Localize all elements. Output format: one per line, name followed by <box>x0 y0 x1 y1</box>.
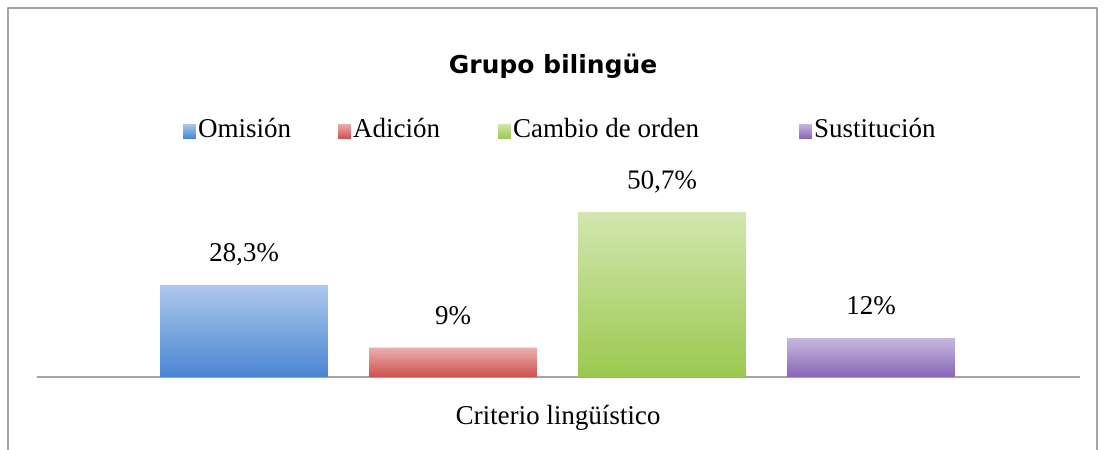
legend-swatch-shine <box>498 124 511 139</box>
bar-shine <box>787 338 955 377</box>
bar-shine <box>369 347 537 377</box>
value-label: 12% <box>846 290 896 320</box>
legend-label: Sustitución <box>814 113 936 143</box>
chart-border <box>7 7 1098 450</box>
value-label: 50,7% <box>627 164 697 194</box>
bar-shine <box>160 285 328 377</box>
legend-swatch-shine <box>183 124 196 139</box>
bar-shine <box>578 212 746 377</box>
legend-label: Cambio de orden <box>513 113 699 143</box>
x-tick-label: Criterio lingüístico <box>456 400 661 430</box>
legend-label: Adición <box>353 113 440 143</box>
legend-swatch-shine <box>799 124 812 139</box>
legend-swatch-shine <box>338 124 351 139</box>
legend-label: Omisión <box>198 113 292 143</box>
value-label: 28,3% <box>209 237 279 267</box>
chart-title: Grupo bilingüe <box>449 50 657 79</box>
value-label: 9% <box>435 300 471 330</box>
